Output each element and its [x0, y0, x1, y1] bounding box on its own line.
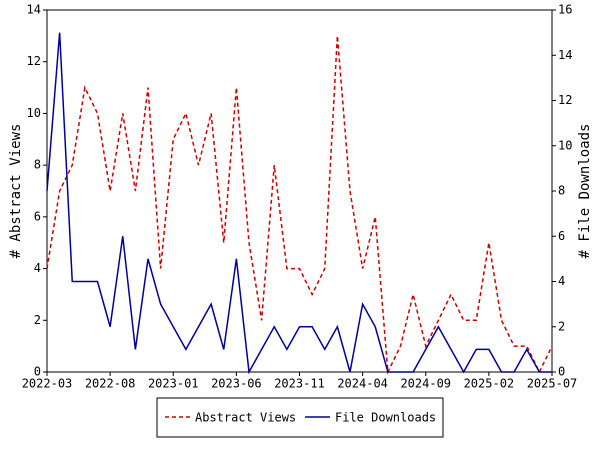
- x-tick-label: 2023-11: [274, 377, 325, 391]
- x-tick-label: 2022-08: [85, 377, 136, 391]
- plot-frame: [46, 9, 553, 373]
- y2-tick-label: 0: [558, 365, 565, 379]
- y-tick-label: 6: [34, 209, 41, 223]
- x-tick-label: 2023-01: [148, 377, 199, 391]
- y2-tick-label: 6: [558, 229, 565, 243]
- x-tick-label: 2025-07: [527, 377, 578, 391]
- y-axis-label: # Abstract Views: [8, 124, 24, 259]
- y-tick-label: 0: [34, 365, 41, 379]
- legend-label: File Downloads: [335, 411, 436, 425]
- x-tick-label: 2024-09: [400, 377, 451, 391]
- y2-tick-label: 12: [558, 93, 572, 107]
- y-tick-label: 14: [27, 3, 41, 17]
- y2-tick-label: 14: [558, 48, 572, 62]
- x-tick-label: 2022-03: [22, 377, 73, 391]
- y2-tick-label: 8: [558, 184, 565, 198]
- y2-tick-label: 2: [558, 319, 565, 333]
- legend-box: [156, 397, 444, 438]
- series-line: [46, 32, 552, 375]
- x-tick-label: 2024-04: [337, 377, 388, 391]
- series-line: [46, 35, 553, 375]
- y-tick-label: 2: [34, 313, 41, 327]
- y2-axis-label: # File Downloads: [577, 124, 593, 259]
- x-tick-label: 2023-06: [211, 377, 262, 391]
- x-tick-label: 2025-02: [464, 377, 515, 391]
- y-tick-label: 4: [34, 261, 41, 275]
- y2-tick-label: 10: [558, 138, 572, 152]
- y-tick-label: 10: [27, 106, 41, 120]
- y2-tick-label: 4: [558, 274, 565, 288]
- y-tick-label: 12: [27, 54, 41, 68]
- y2-tick-label: 16: [558, 3, 572, 17]
- y-tick-label: 8: [34, 158, 41, 172]
- legend-label: Abstract Views: [195, 411, 296, 425]
